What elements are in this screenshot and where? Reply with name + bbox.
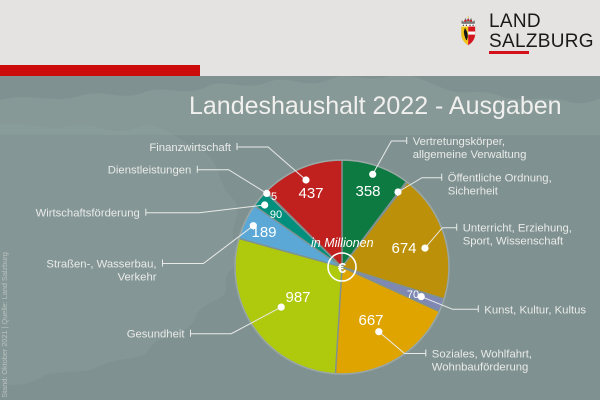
svg-text:Wohnbauförderung: Wohnbauförderung xyxy=(432,362,529,374)
svg-text:Gesundheit: Gesundheit xyxy=(127,329,186,341)
svg-text:€: € xyxy=(338,260,347,277)
svg-text:allgemeine Verwaltung: allgemeine Verwaltung xyxy=(413,149,527,161)
svg-text:90: 90 xyxy=(270,209,282,221)
svg-text:in Millionen: in Millionen xyxy=(311,236,374,250)
svg-text:Kunst, Kultur, Kultus: Kunst, Kultur, Kultus xyxy=(484,304,586,316)
svg-text:5: 5 xyxy=(271,191,277,203)
svg-text:Öffentliche Ordnung,: Öffentliche Ordnung, xyxy=(448,173,552,185)
svg-text:358: 358 xyxy=(355,183,380,200)
svg-text:Sport, Wissenschaft: Sport, Wissenschaft xyxy=(463,236,564,248)
svg-text:Finanzwirtschaft: Finanzwirtschaft xyxy=(149,142,231,154)
svg-text:Straßen-, Wasserbau,: Straßen-, Wasserbau, xyxy=(46,259,156,271)
svg-text:Soziales, Wohlfahrt,: Soziales, Wohlfahrt, xyxy=(432,349,532,361)
svg-text:Vertretungskörper,: Vertretungskörper, xyxy=(413,136,505,148)
svg-text:Sicherheit: Sicherheit xyxy=(448,186,499,198)
svg-text:Verkehr: Verkehr xyxy=(118,272,157,284)
svg-text:Wirtschaftsförderung: Wirtschaftsförderung xyxy=(36,208,140,220)
svg-text:987: 987 xyxy=(285,289,310,306)
svg-text:437: 437 xyxy=(298,185,323,202)
svg-text:674: 674 xyxy=(391,240,416,257)
svg-text:Dienstleistungen: Dienstleistungen xyxy=(108,165,192,177)
svg-text:Unterricht, Erziehung,: Unterricht, Erziehung, xyxy=(463,223,572,235)
svg-text:70: 70 xyxy=(407,289,419,301)
svg-text:667: 667 xyxy=(358,312,383,329)
